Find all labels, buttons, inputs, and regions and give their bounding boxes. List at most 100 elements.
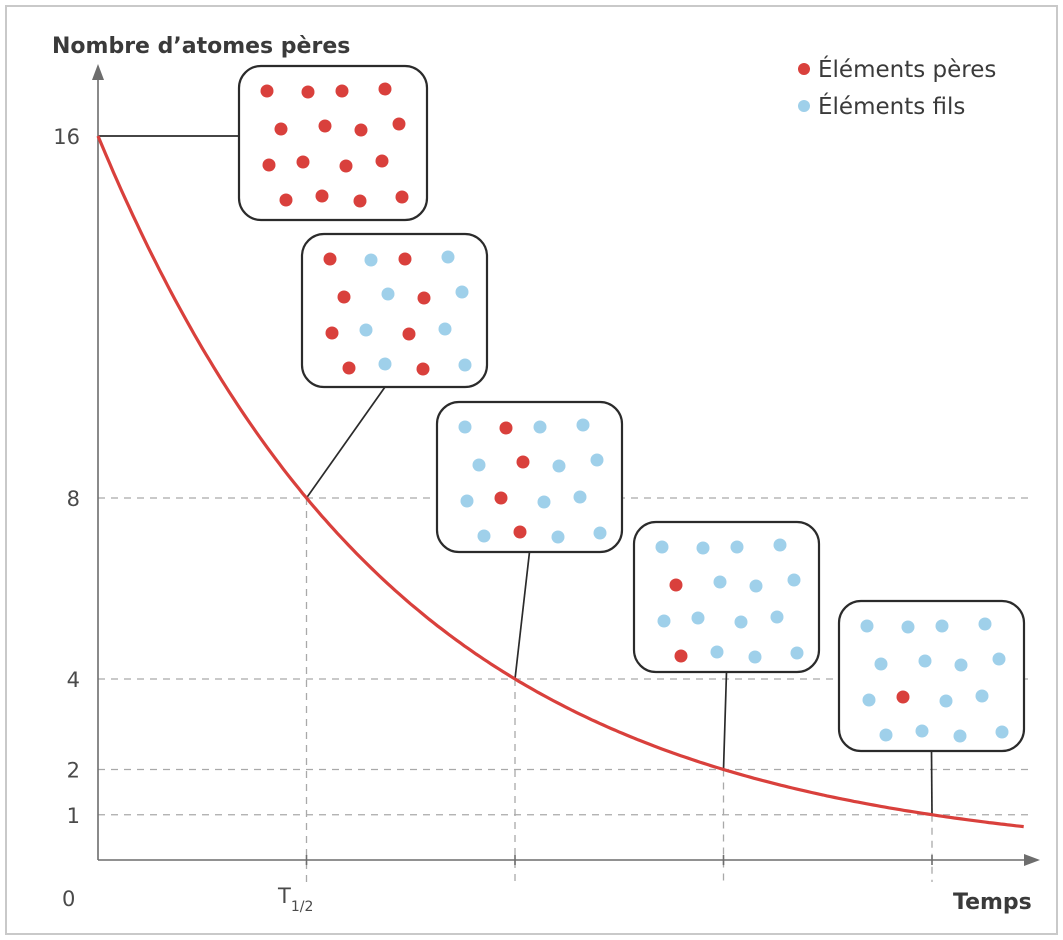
parent-atom [896, 690, 910, 704]
parent-atom [392, 117, 406, 131]
daughter-atom [655, 540, 669, 554]
daughter-atom [552, 459, 566, 473]
daughter-atom [773, 538, 787, 552]
legend-label-parent: Éléments pères [818, 55, 996, 83]
daughter-atom [939, 694, 953, 708]
daughter-atom [860, 619, 874, 633]
daughter-atom [573, 490, 587, 504]
inset-frame-4 [837, 599, 1026, 753]
daughter-atom [879, 728, 893, 742]
parent-atom [669, 578, 683, 592]
parent-atom [494, 491, 508, 505]
daughter-atom [696, 541, 710, 555]
daughter-atom [551, 530, 565, 544]
daughter-atom [730, 540, 744, 554]
daughter-atom [378, 357, 392, 371]
daughter-atom [593, 526, 607, 540]
parent-atom [354, 123, 368, 137]
daughter-atom [710, 645, 724, 659]
x-tick-label-main: T [277, 884, 291, 908]
parent-atom [260, 84, 274, 98]
daughter-atom [455, 285, 469, 299]
legend: Éléments pères Éléments fils [798, 55, 996, 120]
daughter-atom [458, 420, 472, 434]
origin-label: 0 [62, 887, 75, 911]
daughter-atom [713, 575, 727, 589]
daughter-atom [954, 658, 968, 672]
daughter-atom [995, 725, 1009, 739]
x-axis-ticks [305, 855, 933, 865]
x-axis-arrow-icon [1024, 854, 1040, 866]
parent-atom [402, 327, 416, 341]
parent-atom [516, 455, 530, 469]
legend-marker-daughter [798, 100, 810, 112]
inset-leaders [98, 135, 933, 815]
y-axis-tick-labels: 16 8 4 2 1 [53, 125, 80, 828]
y-tick-label-1: 1 [67, 804, 80, 828]
parent-atom [416, 362, 430, 376]
parent-atom [274, 122, 288, 136]
inset-frame-2 [435, 400, 624, 554]
y-axis-arrow-icon [92, 64, 104, 80]
parent-atom [353, 194, 367, 208]
parent-atom [499, 421, 513, 435]
inset-box-2 [435, 400, 624, 554]
daughter-atom [458, 358, 472, 372]
y-tick-label-8: 8 [67, 487, 80, 511]
daughter-atom [787, 573, 801, 587]
daughter-atom [438, 322, 452, 336]
daughter-atom [975, 689, 989, 703]
daughter-atom [533, 420, 547, 434]
daughter-atom [734, 615, 748, 629]
inset-box-3 [632, 520, 821, 674]
insets [237, 64, 1026, 753]
inset-frame-1 [300, 232, 489, 389]
parent-atom [318, 119, 332, 133]
daughter-atom [748, 650, 762, 664]
daughter-atom [935, 619, 949, 633]
daughter-atom [770, 610, 784, 624]
parent-atom [395, 190, 409, 204]
daughter-atom [537, 495, 551, 509]
leader-line-1 [305, 386, 386, 499]
parent-atom [378, 82, 392, 96]
daughter-atom [460, 494, 474, 508]
parent-atom [674, 649, 688, 663]
parent-atom [375, 154, 389, 168]
parent-atom [301, 85, 315, 99]
daughter-atom [915, 724, 929, 738]
daughter-atom [477, 529, 491, 543]
parent-atom [339, 159, 353, 173]
daughter-atom [862, 693, 876, 707]
parent-atom [417, 291, 431, 305]
parent-atom [325, 326, 339, 340]
inset-box-0 [237, 64, 429, 222]
leader-line-3 [722, 671, 728, 770]
daughter-atom [359, 323, 373, 337]
daughter-atom [749, 579, 763, 593]
parent-atom [279, 193, 293, 207]
inset-box-1 [300, 232, 489, 389]
daughter-atom [790, 646, 804, 660]
daughter-atom [874, 657, 888, 671]
parent-atom [262, 158, 276, 172]
y-axis-title: Nombre d’atomes pères [52, 34, 350, 59]
parent-atom [342, 361, 356, 375]
chart-frame [5, 5, 1058, 935]
parent-atom [398, 252, 412, 266]
daughter-atom [901, 620, 915, 634]
x-axis-title: Temps [953, 890, 1032, 915]
daughter-atom [590, 453, 604, 467]
legend-marker-parent [798, 63, 810, 75]
parent-atom [513, 525, 527, 539]
daughter-atom [657, 614, 671, 628]
parent-atom [296, 155, 310, 169]
leader-line-2 [514, 551, 531, 680]
daughter-atom [381, 287, 395, 301]
y-tick-label-16: 16 [53, 125, 80, 149]
parent-atom [323, 252, 337, 266]
y-tick-label-4: 4 [67, 668, 80, 692]
inset-box-4 [837, 599, 1026, 753]
daughter-atom [918, 654, 932, 668]
